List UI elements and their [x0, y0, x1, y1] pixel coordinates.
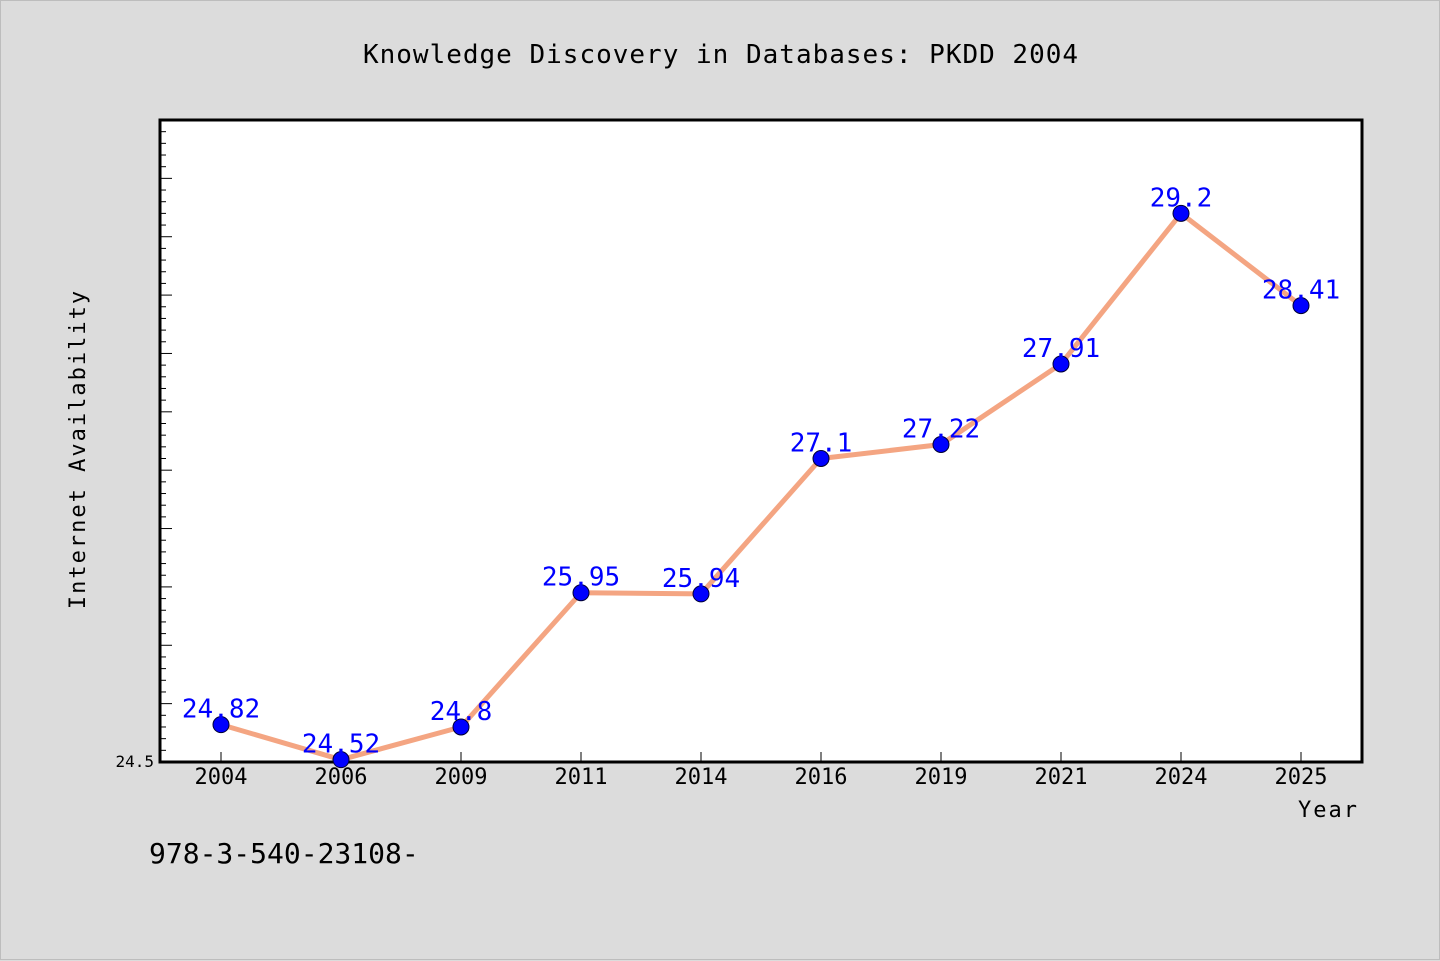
data-label: 28.41	[1262, 276, 1340, 306]
data-point	[572, 584, 590, 602]
data-point	[212, 716, 230, 734]
data-label: 25.95	[542, 563, 620, 593]
y-axis-title: Internet Availability	[66, 289, 91, 609]
x-axis-ticks: 2004 2006 2009 2011 2014 2016 2019 2021 2024 2025	[195, 752, 1328, 790]
data-point	[932, 436, 950, 454]
data-label: 27.91	[1022, 334, 1100, 364]
x-tick-label: 2006	[315, 765, 368, 790]
data-point	[812, 450, 830, 468]
x-tick-label: 2004	[195, 765, 248, 790]
x-axis-title: Year	[1298, 798, 1359, 823]
x-tick-label: 2021	[1035, 765, 1088, 790]
data-point	[692, 585, 710, 603]
chart-title: Knowledge Discovery in Databases: PKDD 2…	[363, 40, 1079, 70]
data-label: 24.8	[430, 697, 493, 727]
data-labels: 24.82 24.52 24.8 25.95 25.94 27.1 27.22 27.91 29…	[182, 183, 1340, 759]
data-point	[452, 718, 470, 736]
data-label: 27.22	[902, 415, 980, 445]
data-point	[1172, 204, 1190, 222]
series-line	[218, 210, 1304, 763]
data-point	[332, 751, 350, 769]
data-label: 25.94	[662, 564, 740, 594]
data-label: 27.1	[790, 429, 853, 459]
x-tick-label: 2016	[795, 765, 848, 790]
series-layer	[212, 204, 1310, 769]
data-point	[1052, 355, 1070, 373]
data-label: 24.82	[182, 695, 260, 725]
x-tick-label: 2014	[675, 765, 728, 790]
y-tick-label: 24.5	[115, 752, 154, 771]
x-tick-label: 2019	[915, 765, 968, 790]
plot-area	[158, 118, 1364, 764]
x-tick-label: 2025	[1275, 765, 1328, 790]
y-axis-ticks: 24.5	[115, 131, 172, 771]
x-tick-label: 2024	[1155, 765, 1208, 790]
data-label: 24.52	[302, 730, 380, 760]
footer-code: 978-3-540-23108-	[149, 837, 419, 870]
x-tick-label: 2011	[555, 765, 608, 790]
data-point	[1292, 297, 1310, 315]
data-label: 29.2	[1150, 183, 1213, 213]
x-tick-label: 2009	[435, 765, 488, 790]
